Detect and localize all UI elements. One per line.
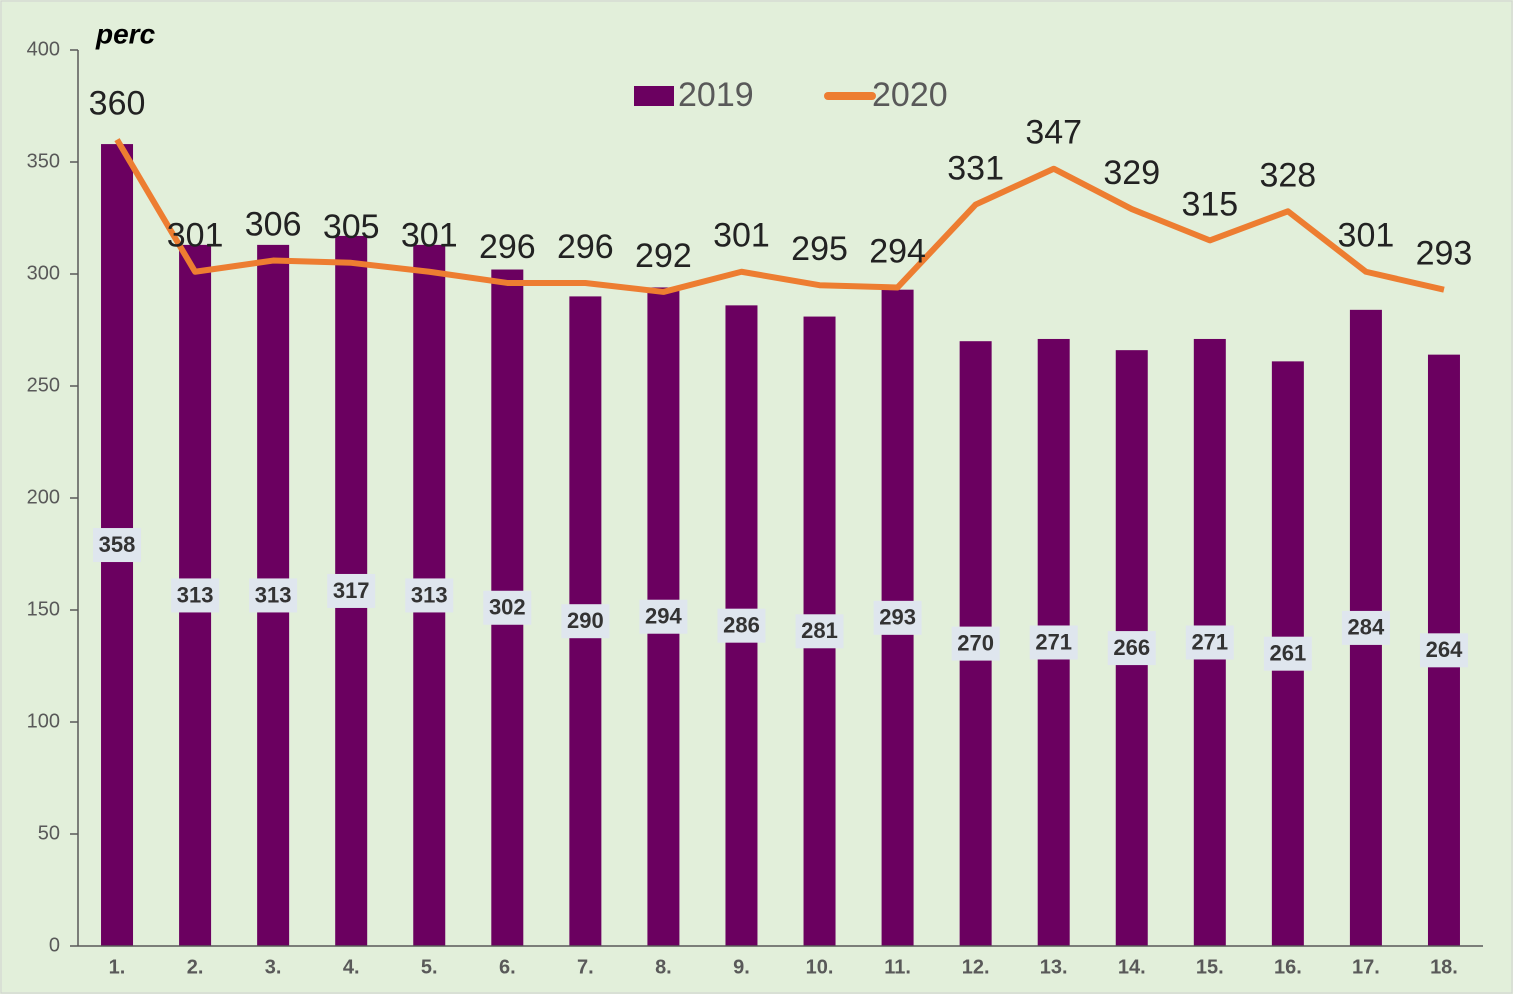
line (114, 138, 1445, 295)
bar-label: 284 (1348, 615, 1385, 640)
bar-label-box (249, 578, 298, 613)
y-axis-label: perc (95, 18, 156, 49)
line-label: 329 (1103, 154, 1160, 192)
bar-label: 261 (1270, 640, 1307, 665)
x-tick-label: 7. (577, 956, 594, 978)
legend-swatch (634, 86, 674, 106)
bar-label-box (1341, 610, 1390, 645)
bar-label-box (483, 590, 532, 625)
line-label: 296 (557, 228, 614, 266)
bar-label-box (327, 573, 376, 608)
y-tick-label: 300 (27, 262, 60, 284)
x-tick-label: 5. (421, 956, 438, 978)
y-tick-label: 50 (38, 822, 60, 844)
line-label: 293 (1416, 235, 1473, 273)
x-tick-label: 3. (265, 956, 282, 978)
y-tick-label: 250 (27, 374, 60, 396)
bar-label-box (951, 626, 1000, 661)
bar-label-box (873, 600, 922, 635)
bar-label: 271 (1035, 629, 1072, 654)
bar-label-box (561, 604, 610, 639)
bar-label: 270 (957, 630, 994, 655)
bar-label-box (639, 599, 688, 634)
x-tick-label: 10. (806, 956, 834, 978)
bar-label: 302 (489, 595, 526, 620)
line-label: 306 (245, 206, 302, 244)
line-label: 292 (635, 237, 692, 275)
bar-label: 271 (1191, 629, 1228, 654)
x-tick-label: 6. (499, 956, 516, 978)
line-label: 295 (791, 230, 848, 268)
bar-label: 264 (1426, 637, 1463, 662)
bar-label-box (1419, 633, 1468, 668)
x-tick-label: 8. (655, 956, 672, 978)
bar-label-box (795, 614, 844, 649)
y-tick-label: 100 (27, 710, 60, 732)
line-label: 360 (89, 85, 146, 123)
bar-label: 266 (1113, 635, 1150, 660)
x-tick-label: 11. (884, 956, 911, 978)
line-label: 347 (1025, 114, 1082, 152)
bar-label: 313 (255, 582, 292, 607)
x-tick-label: 17. (1352, 956, 1380, 978)
line-label: 331 (947, 150, 1004, 188)
x-tick-label: 1. (109, 956, 126, 978)
bar-label-box (1263, 636, 1312, 671)
bar-label-box (1185, 625, 1234, 660)
legend-label: 2019 (678, 76, 754, 114)
line-label: 294 (869, 232, 926, 270)
x-tick-label: 4. (343, 956, 360, 978)
y-tick-label: 400 (27, 38, 60, 60)
y-tick-label: 350 (27, 150, 60, 172)
x-tick-label: 2. (187, 956, 204, 978)
line-label: 328 (1259, 156, 1316, 194)
bar-label: 286 (723, 612, 760, 637)
legend-label: 2020 (872, 76, 948, 114)
bar-label: 293 (879, 605, 916, 630)
x-tick-label: 16. (1274, 956, 1302, 978)
line-label: 301 (1338, 217, 1395, 255)
x-tick-label: 13. (1040, 956, 1068, 978)
bar-label: 281 (801, 618, 838, 643)
y-tick-label: 0 (49, 934, 60, 956)
y-tick-label: 200 (27, 486, 60, 508)
x-tick-label: 12. (962, 956, 990, 978)
bar-label: 290 (567, 608, 604, 633)
bar-label: 358 (99, 532, 136, 557)
bar-label-box (1107, 631, 1156, 666)
line-label: 301 (167, 217, 224, 255)
bar-label: 294 (645, 604, 682, 629)
line-label: 296 (479, 228, 536, 266)
bar-label-box (93, 528, 142, 563)
bar-label-box (171, 578, 220, 613)
x-tick-label: 14. (1118, 956, 1146, 978)
line-label: 305 (323, 208, 380, 246)
x-tick-label: 9. (733, 956, 750, 978)
bar-label: 313 (411, 582, 448, 607)
bar-label-box (405, 578, 454, 613)
bar-label-box (717, 608, 766, 643)
line-label: 301 (401, 217, 458, 255)
y-tick-label: 150 (27, 598, 60, 620)
bar-label: 313 (177, 582, 214, 607)
x-tick-label: 18. (1430, 956, 1458, 978)
line-label: 315 (1181, 185, 1238, 223)
bar-label-box (1029, 625, 1078, 660)
bar-label: 317 (333, 578, 370, 603)
line-label: 301 (713, 217, 770, 255)
x-tick-label: 15. (1196, 956, 1224, 978)
